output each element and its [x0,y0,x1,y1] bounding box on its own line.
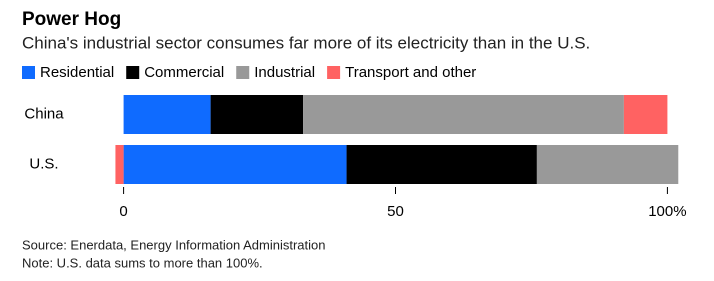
legend-swatch [22,66,35,79]
bar-segment [303,95,624,134]
legend-label: Transport and other [345,64,476,81]
bar-segment [623,95,668,134]
bar-segment [123,145,347,184]
bar-segment [123,95,211,134]
legend-swatch [327,66,341,79]
chart-subtitle: China's industrial sector consumes far m… [22,33,590,52]
bar-segment [536,145,679,184]
bar-segment [210,95,304,134]
category-label: China [24,105,64,122]
legend-label: Residential [40,64,114,81]
legend-swatch [236,66,250,79]
legend-swatch [126,66,140,79]
x-tick-label: 0 [119,203,127,220]
note: Note: U.S. data sums to more than 100%. [22,255,263,270]
x-tick-label: 50 [387,203,404,220]
chart-title: Power Hog [22,9,121,30]
category-label: U.S. [29,155,58,172]
source: Source: Enerdata, Energy Information Adm… [22,237,326,252]
bar-segment [115,145,124,184]
legend-label: Industrial [254,64,315,81]
legend-label: Commercial [144,64,224,81]
bar-segment [346,145,537,184]
x-tick-label: 100% [648,203,686,220]
